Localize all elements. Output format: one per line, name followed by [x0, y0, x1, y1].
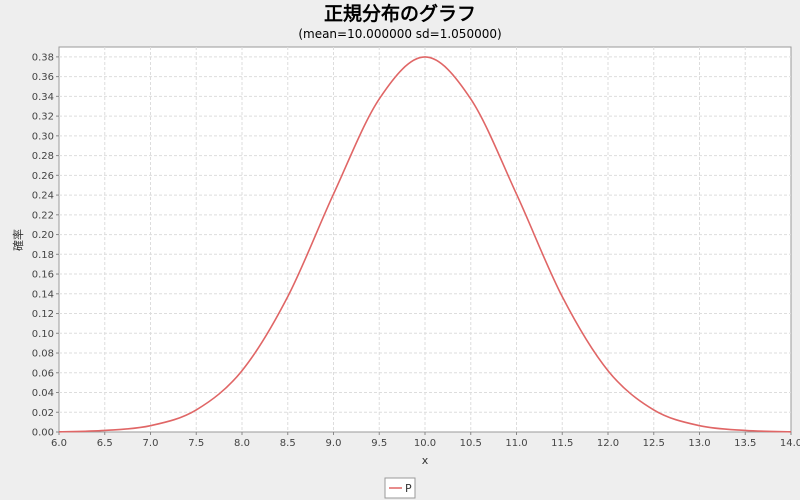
data-point [653, 409, 655, 411]
y-tick-label: 0.30 [32, 131, 54, 142]
x-tick-label: 7.0 [143, 438, 159, 449]
data-point [424, 56, 426, 58]
data-point [378, 98, 380, 100]
x-tick-label: 13.0 [688, 438, 710, 449]
x-tick-label: 10.0 [414, 438, 436, 449]
y-tick-label: 0.26 [32, 171, 54, 182]
y-tick-label: 0.04 [32, 388, 54, 399]
y-tick-label: 0.20 [32, 230, 54, 241]
series-layer [58, 56, 792, 433]
x-tick-label: 7.5 [188, 438, 204, 449]
y-tick-label: 0.28 [32, 151, 54, 162]
data-point [790, 431, 792, 433]
legend-label: P [405, 482, 412, 495]
y-tick-label: 0.10 [32, 329, 54, 340]
y-axis-ticks: 0.00 0.02 0.04 0.06 0.08 0.10 0.12 0.14 0.16 0.18… [32, 52, 59, 439]
x-tick-label: 14.0 [780, 438, 800, 449]
y-tick-label: 0.12 [32, 309, 54, 320]
y-tick-label: 0.32 [32, 112, 54, 123]
data-point [744, 430, 746, 432]
x-tick-label: 12.5 [643, 438, 665, 449]
y-tick-label: 0.06 [32, 368, 54, 379]
data-point [470, 98, 472, 100]
y-tick-label: 0.18 [32, 250, 54, 261]
x-axis-ticks: 6.0 6.5 7.0 7.5 8.0 8.5 9.0 9.5 10.0 10.5 11.0 11.5… [51, 432, 800, 449]
y-axis-label: 確率 [11, 229, 25, 251]
x-tick-label: 9.0 [326, 438, 342, 449]
x-tick-label: 9.5 [371, 438, 387, 449]
chart-title: 正規分布のグラフ [324, 2, 476, 25]
y-tick-label: 0.38 [32, 52, 54, 63]
x-tick-label: 8.5 [280, 438, 296, 449]
data-point [516, 193, 518, 195]
x-tick-label: 11.0 [505, 438, 527, 449]
grid [59, 47, 791, 432]
y-tick-label: 0.34 [32, 92, 54, 103]
y-tick-label: 0.24 [32, 191, 54, 202]
y-tick-label: 0.16 [32, 270, 54, 281]
legend: P [384, 477, 416, 499]
y-tick-label: 0.36 [32, 72, 54, 83]
data-point [607, 370, 609, 372]
y-tick-label: 0.08 [32, 349, 54, 360]
data-point [150, 425, 152, 427]
data-point [241, 370, 243, 372]
x-tick-label: 10.5 [460, 438, 482, 449]
data-point [104, 430, 106, 432]
x-tick-label: 12.0 [597, 438, 619, 449]
data-point [287, 296, 289, 298]
chart-subtitle: (mean=10.000000 sd=1.050000) [298, 27, 501, 41]
data-point [58, 431, 60, 433]
y-tick-label: 0.14 [32, 289, 54, 300]
y-tick-label: 0.22 [32, 210, 54, 221]
data-point [195, 409, 197, 411]
data-point [333, 193, 335, 195]
y-tick-label: 0.00 [32, 428, 54, 439]
x-axis-label: x [422, 454, 429, 467]
x-tick-label: 6.5 [97, 438, 113, 449]
x-tick-label: 8.0 [234, 438, 250, 449]
x-tick-label: 6.0 [51, 438, 67, 449]
data-point [561, 296, 563, 298]
x-tick-label: 13.5 [734, 438, 756, 449]
x-tick-label: 11.5 [551, 438, 573, 449]
data-point [699, 425, 701, 427]
y-tick-label: 0.02 [32, 408, 54, 419]
series-line-P [58, 56, 792, 433]
